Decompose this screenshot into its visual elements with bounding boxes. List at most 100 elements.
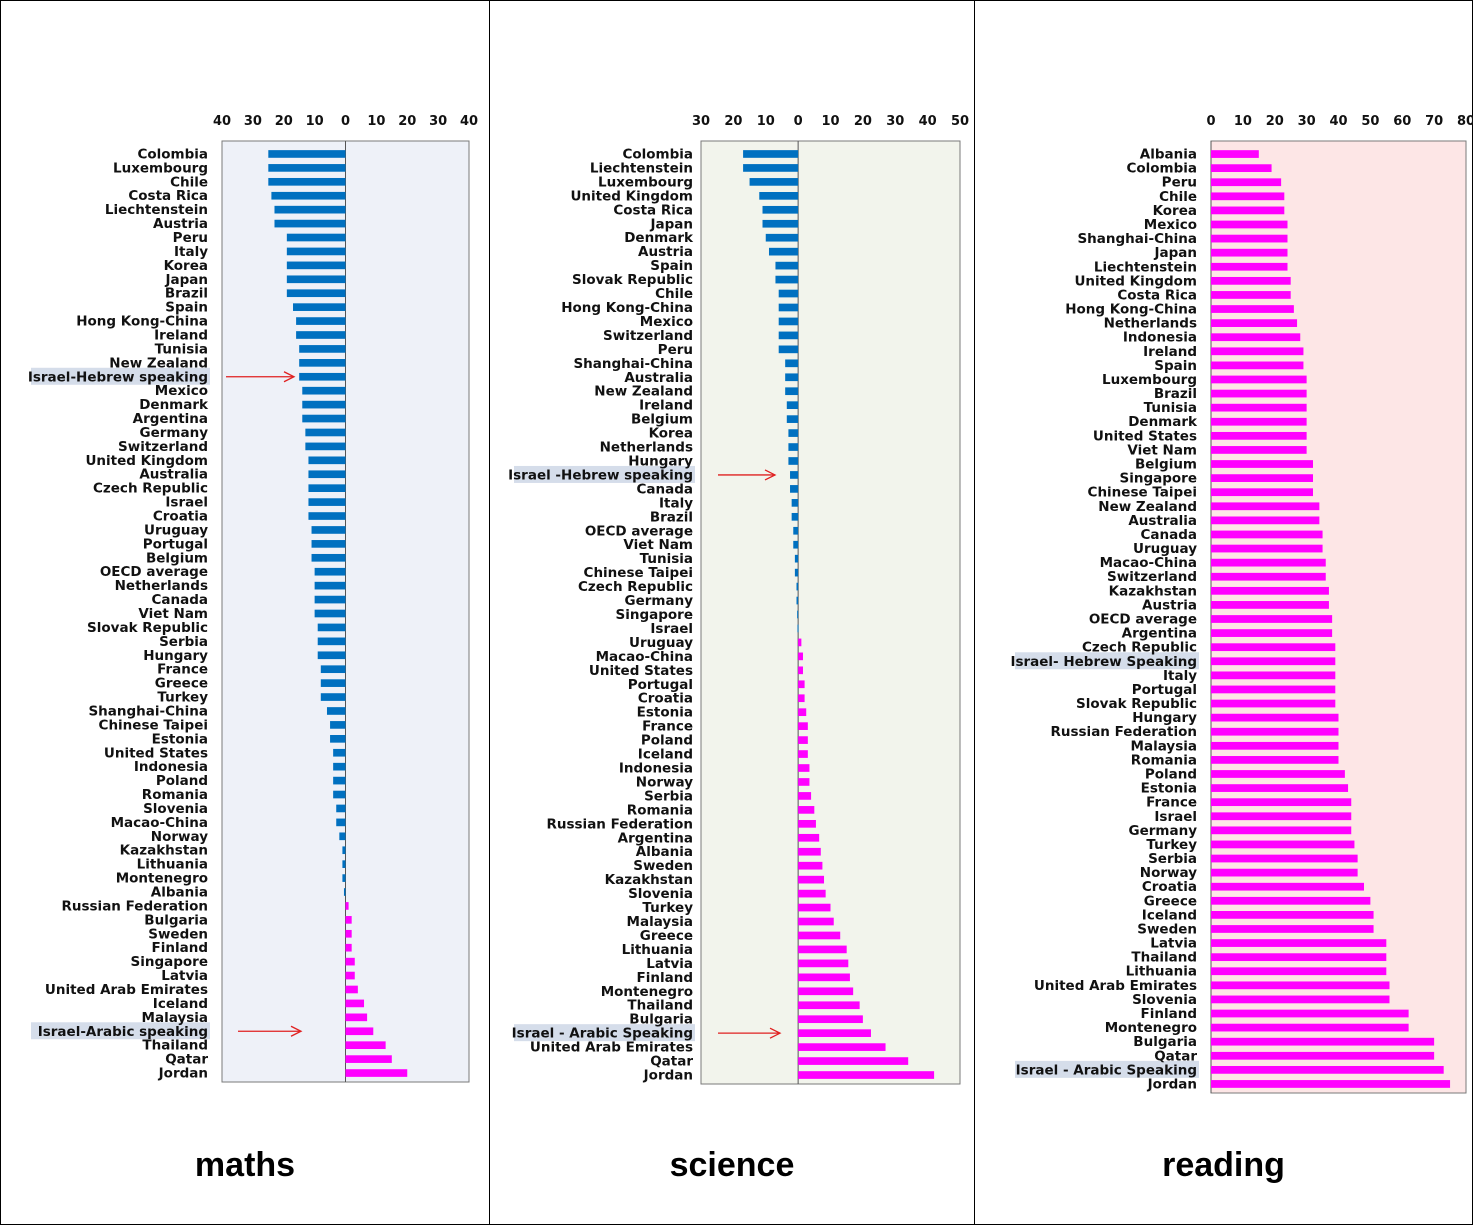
bar bbox=[268, 177, 346, 186]
reading-panel: 0 10 20 30 40 50 60 70 80 Albania Colombia Peru Chil… bbox=[974, 0, 1473, 1225]
bar bbox=[791, 499, 799, 507]
x-tick-label: 10 bbox=[306, 114, 324, 129]
bar bbox=[1211, 192, 1285, 201]
category-label: Israel -Hebrew speaking bbox=[508, 467, 693, 483]
bar bbox=[798, 973, 850, 982]
bar bbox=[345, 916, 352, 924]
bar bbox=[794, 554, 799, 563]
bar bbox=[762, 205, 799, 214]
category-label: Germany bbox=[140, 425, 209, 441]
category-label: Liechtenstein bbox=[590, 160, 693, 176]
bar bbox=[314, 609, 346, 618]
category-label: United Arab Emirates bbox=[530, 1040, 693, 1056]
bar bbox=[778, 317, 799, 326]
bar bbox=[798, 666, 803, 675]
bar bbox=[299, 372, 346, 381]
bar bbox=[305, 428, 346, 437]
category-label: Greece bbox=[640, 928, 693, 944]
category-label: Slovak Republic bbox=[1076, 696, 1197, 712]
bar bbox=[1211, 291, 1291, 299]
category-label: Czech Republic bbox=[93, 481, 208, 497]
category-label: Serbia bbox=[159, 634, 208, 650]
bar bbox=[302, 386, 346, 395]
category-label: Australia bbox=[139, 467, 208, 483]
category-label: Portugal bbox=[1132, 682, 1197, 698]
category-label: Israel- Hebrew Speaking bbox=[1010, 654, 1197, 670]
x-tick-label: 80 bbox=[1457, 114, 1473, 129]
category-label: Israel - Arabic Speaking bbox=[1016, 1062, 1197, 1078]
category-label: Poland bbox=[641, 733, 693, 749]
category-label: Montenegro bbox=[1105, 1020, 1197, 1036]
bar bbox=[333, 762, 346, 771]
category-label: Malaysia bbox=[627, 914, 693, 930]
bar bbox=[798, 847, 821, 856]
category-label: United Arab Emirates bbox=[45, 982, 208, 998]
category-label: Finland bbox=[1141, 1006, 1197, 1022]
category-label: Albania bbox=[1140, 147, 1197, 163]
category-label: Norway bbox=[151, 829, 208, 845]
category-label: Viet Nam bbox=[623, 537, 693, 553]
bar bbox=[268, 150, 346, 158]
category-label: Estonia bbox=[637, 705, 693, 721]
bar bbox=[311, 526, 346, 534]
category-label: Estonia bbox=[1141, 781, 1197, 797]
category-label: Brazil bbox=[650, 509, 693, 525]
category-label: Indonesia bbox=[619, 761, 693, 777]
x-tick-label: 0 bbox=[341, 114, 350, 129]
category-label: Chile bbox=[655, 286, 693, 302]
x-tick-label: 50 bbox=[1361, 114, 1379, 129]
bar bbox=[1211, 248, 1288, 257]
category-label: Romania bbox=[1131, 752, 1197, 768]
category-label: United Kingdom bbox=[1074, 273, 1197, 289]
maths-panel: 40 30 20 10 0 10 20 30 40 Colombia Luxembourg Chile… bbox=[0, 0, 490, 1225]
category-label: Thailand bbox=[1131, 950, 1197, 966]
bar bbox=[317, 651, 346, 660]
category-label: Liechtenstein bbox=[1094, 259, 1197, 275]
bar bbox=[798, 819, 816, 828]
bar bbox=[342, 846, 346, 855]
bar bbox=[1211, 164, 1272, 173]
bar bbox=[1211, 643, 1336, 652]
category-label: Italy bbox=[174, 244, 208, 260]
bar bbox=[1211, 319, 1298, 327]
bar bbox=[794, 568, 799, 577]
bar bbox=[798, 1057, 909, 1065]
category-label: Tunisia bbox=[640, 551, 693, 567]
category-label: Netherlands bbox=[115, 578, 208, 594]
bar bbox=[798, 1015, 863, 1024]
x-tick-label: 50 bbox=[951, 114, 969, 129]
category-label: Singapore bbox=[1120, 471, 1198, 487]
bar bbox=[1211, 882, 1364, 891]
category-label: Austria bbox=[153, 216, 208, 232]
highlight-box bbox=[31, 367, 210, 385]
category-label: Jordan bbox=[643, 1068, 693, 1084]
category-label: Turkey bbox=[1146, 837, 1197, 853]
category-label: Slovenia bbox=[143, 801, 208, 817]
bar bbox=[786, 401, 799, 410]
bar bbox=[308, 498, 346, 506]
category-label: Austria bbox=[638, 244, 693, 260]
category-label: Hong Kong-China bbox=[1065, 302, 1197, 318]
bar bbox=[788, 429, 799, 437]
category-label: Finland bbox=[637, 970, 693, 986]
bar bbox=[778, 303, 799, 312]
category-label: Slovenia bbox=[1132, 992, 1197, 1008]
bar bbox=[320, 665, 346, 674]
category-label: Slovak Republic bbox=[87, 620, 208, 636]
category-label: Australia bbox=[1128, 513, 1197, 529]
bar bbox=[1211, 812, 1352, 821]
highlight-box bbox=[514, 1024, 695, 1042]
bar bbox=[326, 707, 346, 715]
category-label: Hong Kong-China bbox=[76, 314, 208, 330]
bar bbox=[796, 582, 799, 591]
x-tick-label: 10 bbox=[367, 114, 385, 129]
x-tick-label: 20 bbox=[724, 114, 742, 129]
bar bbox=[293, 303, 346, 311]
category-label: Poland bbox=[1145, 766, 1197, 782]
category-label: Sweden bbox=[633, 858, 693, 874]
x-tick-label: 30 bbox=[886, 114, 904, 129]
bar bbox=[785, 359, 799, 368]
category-label: Shanghai-China bbox=[88, 703, 208, 719]
bar bbox=[317, 623, 346, 632]
category-label: Bulgaria bbox=[1133, 1034, 1197, 1050]
